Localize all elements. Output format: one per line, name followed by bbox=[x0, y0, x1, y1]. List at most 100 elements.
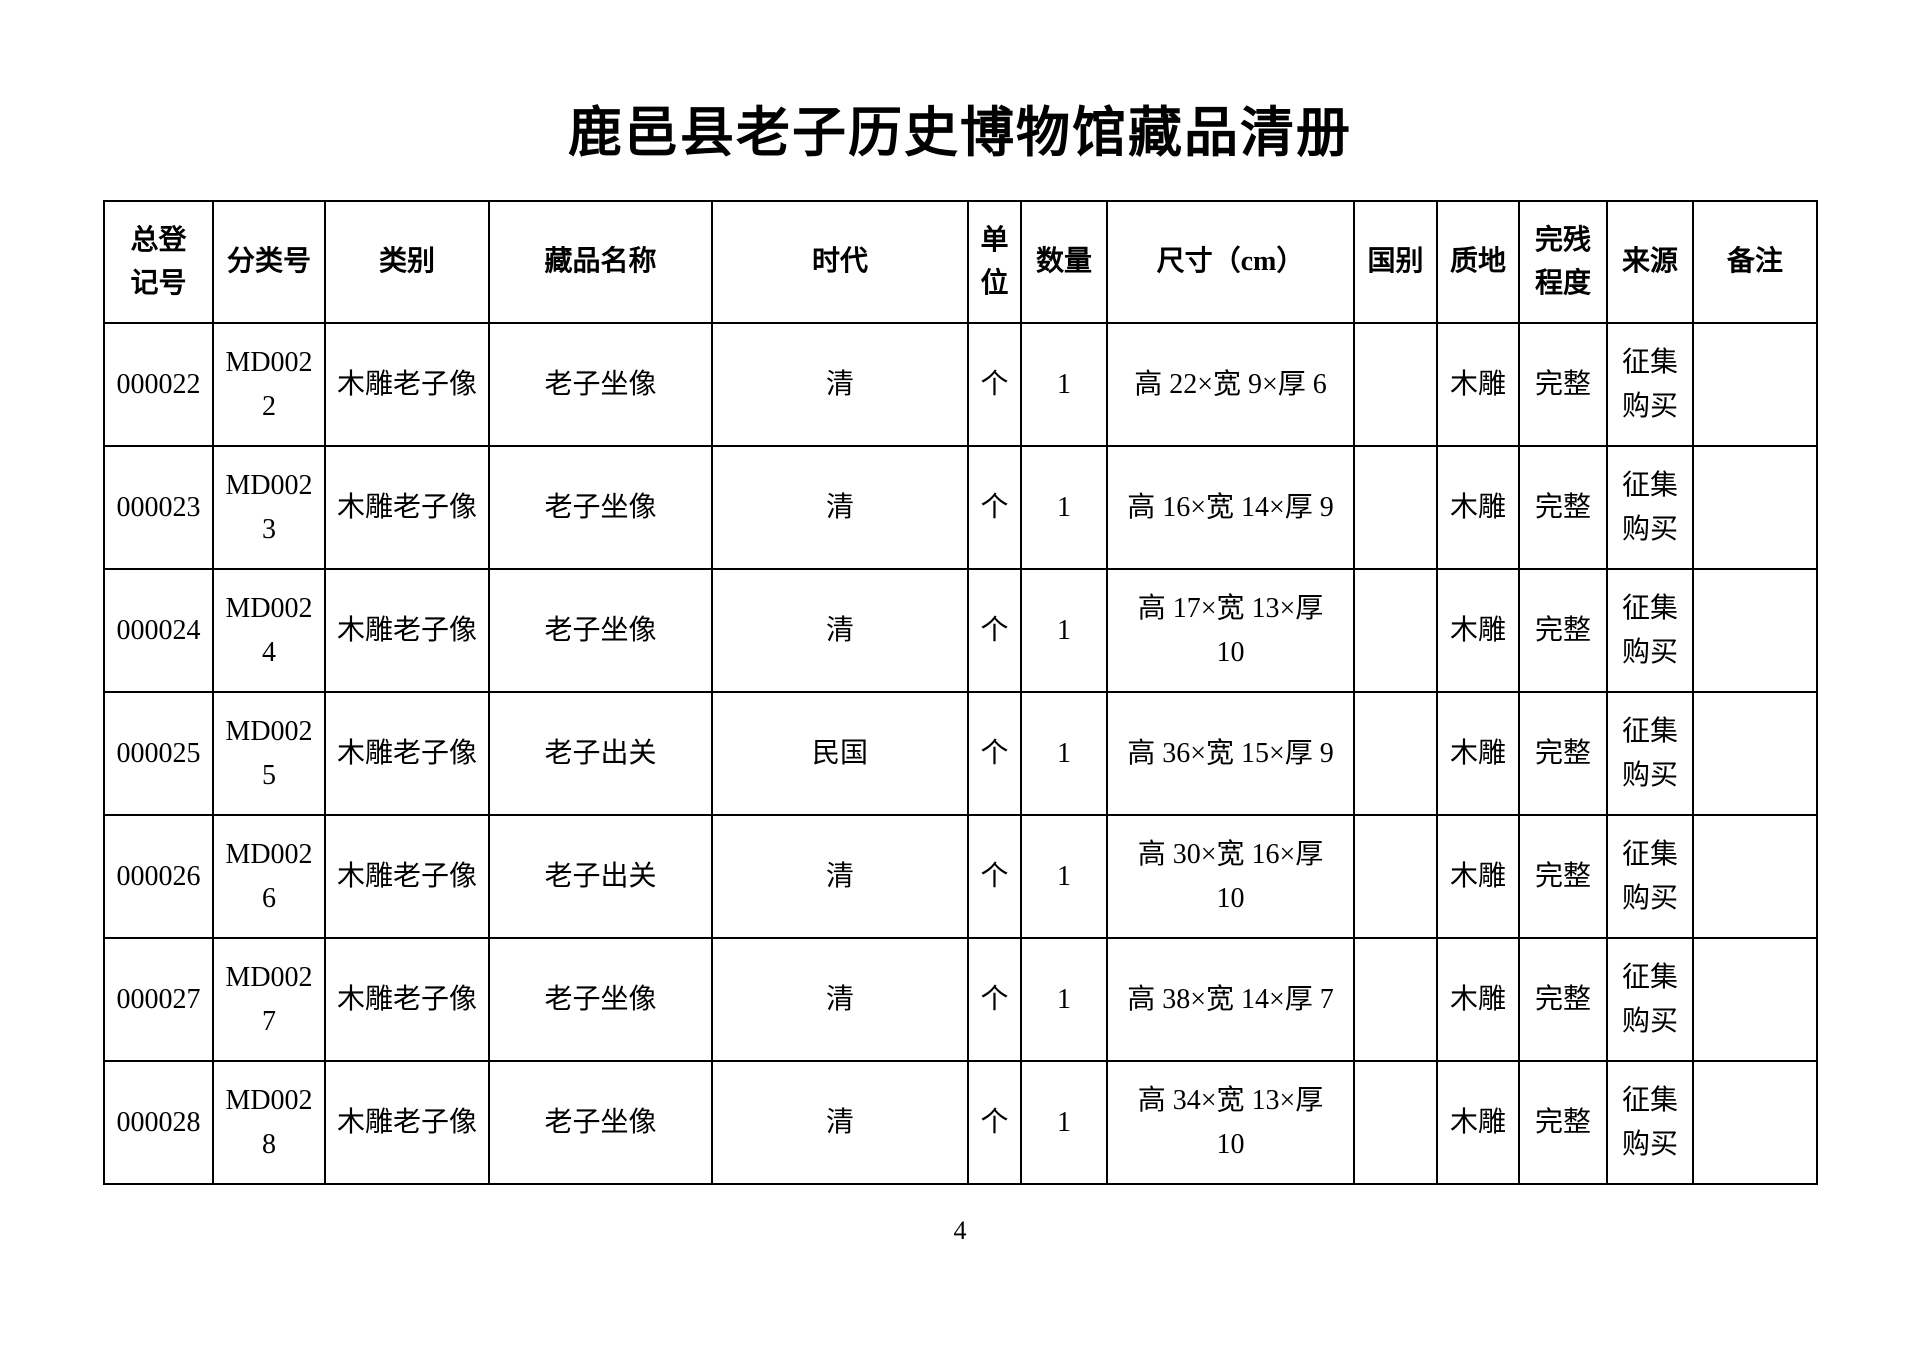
cell-source: 征集 购买 bbox=[1606, 322, 1694, 447]
cell-quantity: 1 bbox=[1020, 322, 1108, 447]
cell-material: 木雕 bbox=[1436, 568, 1520, 693]
cell-material: 木雕 bbox=[1436, 937, 1520, 1062]
cell-era: 民国 bbox=[711, 691, 969, 816]
cell-name: 老子坐像 bbox=[488, 322, 713, 447]
cell-class_no: MD0027 bbox=[212, 937, 326, 1062]
column-header-condition: 完残 程度 bbox=[1518, 200, 1608, 324]
cell-category: 木雕老子像 bbox=[324, 568, 490, 693]
cell-source: 征集 购买 bbox=[1606, 691, 1694, 816]
column-header-dimensions: 尺寸（cm） bbox=[1106, 200, 1355, 324]
column-header-remarks: 备注 bbox=[1692, 200, 1818, 324]
table-head: 总登 记号 分类号 类别 藏品名称 时代单 位数量 尺寸（cm） 国别 质地 完残 程度 来源 备注 bbox=[103, 200, 1818, 324]
cell-source: 征集 购买 bbox=[1606, 1060, 1694, 1185]
column-header-quantity: 数量 bbox=[1020, 200, 1108, 324]
cell-class_no: MD0025 bbox=[212, 691, 326, 816]
collection-inventory-table: 总登 记号 分类号 类别 藏品名称 时代单 位数量 尺寸（cm） 国别 质地 完残 程度 来源 备注… bbox=[103, 200, 1818, 1185]
cell-class_no: MD0026 bbox=[212, 814, 326, 939]
cell-quantity: 1 bbox=[1020, 937, 1108, 1062]
cell-remarks bbox=[1692, 322, 1818, 447]
cell-reg_no: 000028 bbox=[103, 1060, 214, 1185]
cell-quantity: 1 bbox=[1020, 568, 1108, 693]
cell-unit: 个 bbox=[967, 814, 1022, 939]
cell-condition: 完整 bbox=[1518, 445, 1608, 570]
cell-remarks bbox=[1692, 1060, 1818, 1185]
cell-era: 清 bbox=[711, 814, 969, 939]
cell-material: 木雕 bbox=[1436, 445, 1520, 570]
cell-reg_no: 000024 bbox=[103, 568, 214, 693]
cell-condition: 完整 bbox=[1518, 937, 1608, 1062]
cell-unit: 个 bbox=[967, 691, 1022, 816]
cell-unit: 个 bbox=[967, 322, 1022, 447]
cell-remarks bbox=[1692, 445, 1818, 570]
cell-era: 清 bbox=[711, 322, 969, 447]
cell-material: 木雕 bbox=[1436, 814, 1520, 939]
cell-source: 征集 购买 bbox=[1606, 568, 1694, 693]
table-row: 000028 MD0028 木雕老子像 老子坐像清个 1 高 34×宽 13×厚 10 木雕… bbox=[103, 1060, 1818, 1185]
cell-condition: 完整 bbox=[1518, 814, 1608, 939]
cell-category: 木雕老子像 bbox=[324, 691, 490, 816]
table-row: 000023 MD0023 木雕老子像 老子坐像清个 1 高 16×宽 14×厚 9 木雕完… bbox=[103, 445, 1818, 570]
cell-category: 木雕老子像 bbox=[324, 322, 490, 447]
cell-name: 老子坐像 bbox=[488, 1060, 713, 1185]
cell-material: 木雕 bbox=[1436, 322, 1520, 447]
cell-reg_no: 000022 bbox=[103, 322, 214, 447]
cell-condition: 完整 bbox=[1518, 691, 1608, 816]
cell-unit: 个 bbox=[967, 1060, 1022, 1185]
table-row: 000026 MD0026 木雕老子像 老子出关清个 1 高 30×宽 16×厚 10 木雕… bbox=[103, 814, 1818, 939]
cell-name: 老子坐像 bbox=[488, 445, 713, 570]
column-header-country: 国别 bbox=[1353, 200, 1438, 324]
cell-remarks bbox=[1692, 691, 1818, 816]
cell-unit: 个 bbox=[967, 937, 1022, 1062]
cell-source: 征集 购买 bbox=[1606, 937, 1694, 1062]
cell-quantity: 1 bbox=[1020, 445, 1108, 570]
cell-class_no: MD0022 bbox=[212, 322, 326, 447]
cell-category: 木雕老子像 bbox=[324, 937, 490, 1062]
column-header-category: 类别 bbox=[324, 200, 490, 324]
cell-source: 征集 购买 bbox=[1606, 445, 1694, 570]
cell-unit: 个 bbox=[967, 445, 1022, 570]
cell-material: 木雕 bbox=[1436, 1060, 1520, 1185]
cell-era: 清 bbox=[711, 1060, 969, 1185]
cell-remarks bbox=[1692, 814, 1818, 939]
page-number: 4 bbox=[953, 1216, 967, 1245]
cell-country bbox=[1353, 937, 1438, 1062]
cell-dimensions: 高 30×宽 16×厚 10 bbox=[1106, 814, 1355, 939]
cell-class_no: MD0028 bbox=[212, 1060, 326, 1185]
column-header-unit: 单 位 bbox=[967, 200, 1022, 324]
cell-dimensions: 高 36×宽 15×厚 9 bbox=[1106, 691, 1355, 816]
cell-dimensions: 高 34×宽 13×厚 10 bbox=[1106, 1060, 1355, 1185]
cell-material: 木雕 bbox=[1436, 691, 1520, 816]
table-row: 000022 MD0022 木雕老子像 老子坐像清个 1 高 22×宽 9×厚 6 木雕 完整… bbox=[103, 322, 1818, 447]
page-title: 鹿邑县老子历史博物馆藏品清册 bbox=[568, 103, 1352, 163]
table-row: 000024 MD0024 木雕老子像 老子坐像清个 1 高 17×宽 13×厚 10 木雕… bbox=[103, 568, 1818, 693]
column-header-era: 时代 bbox=[711, 200, 969, 324]
cell-era: 清 bbox=[711, 445, 969, 570]
cell-unit: 个 bbox=[967, 568, 1022, 693]
table-body: 000022 MD0022 木雕老子像 老子坐像清个 1 高 22×宽 9×厚 6 木雕 完整… bbox=[103, 322, 1818, 1185]
cell-reg_no: 000027 bbox=[103, 937, 214, 1062]
cell-quantity: 1 bbox=[1020, 691, 1108, 816]
column-header-source: 来源 bbox=[1606, 200, 1694, 324]
cell-class_no: MD0024 bbox=[212, 568, 326, 693]
cell-remarks bbox=[1692, 937, 1818, 1062]
cell-name: 老子出关 bbox=[488, 814, 713, 939]
table-header-row: 总登 记号 分类号 类别 藏品名称 时代单 位数量 尺寸（cm） 国别 质地 完残 程度 来源 备注 bbox=[103, 200, 1818, 324]
cell-dimensions: 高 38×宽 14×厚 7 bbox=[1106, 937, 1355, 1062]
column-header-material: 质地 bbox=[1436, 200, 1520, 324]
cell-category: 木雕老子像 bbox=[324, 1060, 490, 1185]
cell-name: 老子坐像 bbox=[488, 937, 713, 1062]
cell-condition: 完整 bbox=[1518, 568, 1608, 693]
cell-remarks bbox=[1692, 568, 1818, 693]
cell-quantity: 1 bbox=[1020, 814, 1108, 939]
column-header-class_no: 分类号 bbox=[212, 200, 326, 324]
cell-country bbox=[1353, 322, 1438, 447]
cell-country bbox=[1353, 1060, 1438, 1185]
cell-condition: 完整 bbox=[1518, 1060, 1608, 1185]
cell-dimensions: 高 17×宽 13×厚 10 bbox=[1106, 568, 1355, 693]
cell-country bbox=[1353, 568, 1438, 693]
column-header-reg_no: 总登 记号 bbox=[103, 200, 214, 324]
cell-source: 征集 购买 bbox=[1606, 814, 1694, 939]
cell-category: 木雕老子像 bbox=[324, 445, 490, 570]
table-row: 000027 MD0027 木雕老子像 老子坐像清个 1 高 38×宽 14×厚 7 木雕完… bbox=[103, 937, 1818, 1062]
cell-category: 木雕老子像 bbox=[324, 814, 490, 939]
